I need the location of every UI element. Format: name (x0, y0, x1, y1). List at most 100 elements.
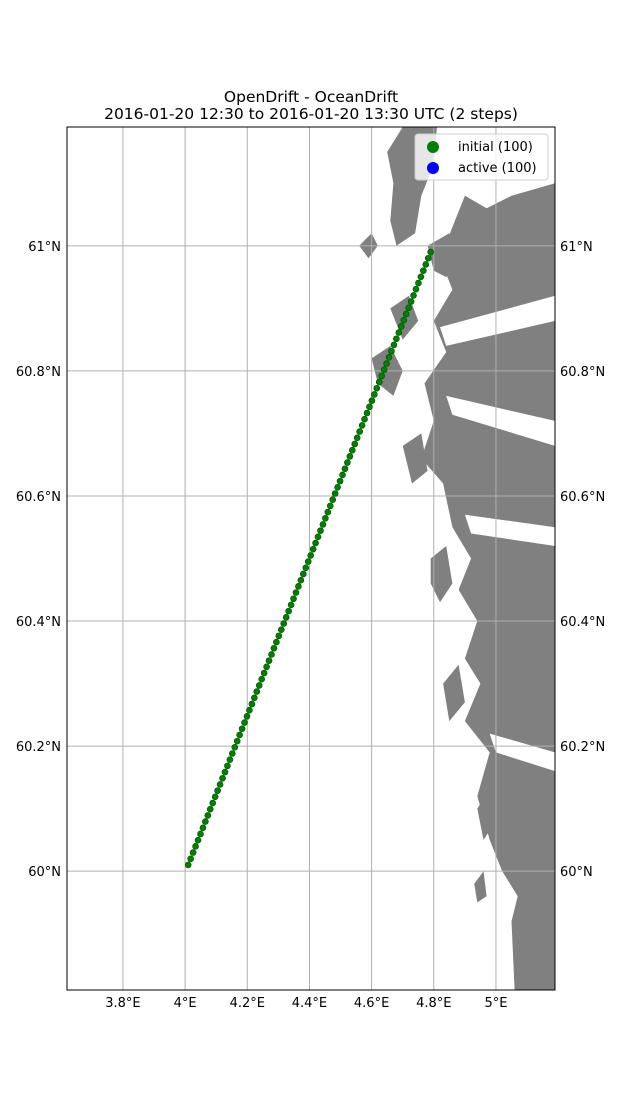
land-polygon (402, 433, 428, 484)
x-tick-label: 4.4°E (292, 996, 327, 1011)
particle-initial (241, 719, 248, 726)
particle-initial (280, 620, 288, 627)
particle-initial (192, 843, 199, 850)
particle-initial (206, 805, 214, 813)
particle-initial (407, 298, 415, 305)
particle-initial (243, 713, 251, 720)
particle-initial (290, 595, 297, 603)
particle-initial (307, 552, 314, 559)
particle-initial (226, 756, 234, 763)
coastline-land (359, 127, 555, 990)
particle-initial (251, 694, 258, 702)
particle-initial (292, 589, 300, 596)
y-tick-label-right: 60.6°N (560, 490, 605, 505)
particle-initial (400, 316, 408, 324)
particle-initial (417, 273, 425, 281)
land-polygon (443, 664, 465, 722)
particle-initial (383, 360, 390, 367)
x-tick-label: 4.6°E (354, 996, 389, 1011)
particle-initial (194, 836, 202, 844)
map-title-line1: OpenDrift - OceanDrift (224, 88, 398, 106)
particle-initial (393, 335, 400, 343)
legend-label-initial: initial (100) (458, 140, 533, 155)
particle-initial (371, 391, 378, 398)
particle-initial (300, 570, 307, 578)
x-tick-label: 5°E (484, 996, 507, 1011)
particle-initial (375, 378, 383, 386)
particle-initial (373, 384, 381, 392)
x-tick-label: 4.2°E (230, 996, 265, 1011)
y-tick-label-left: 60.2°N (16, 740, 61, 755)
x-tick-label: 4.8°E (416, 996, 451, 1011)
particle-initial (385, 354, 393, 361)
y-tick-label-right: 60°N (560, 865, 593, 880)
map-title-line2: 2016-01-20 12:30 to 2016-01-20 13:30 UTC… (104, 105, 518, 123)
y-tick-label-left: 60.4°N (16, 615, 61, 630)
particle-initial (366, 403, 373, 411)
particle-initial (424, 254, 432, 262)
particle-initial (204, 812, 212, 819)
particle-initial (275, 632, 283, 640)
land-polygon (430, 546, 453, 603)
particle-initial (348, 446, 356, 454)
particle-initial (268, 651, 275, 658)
particle-initial (236, 731, 243, 739)
land-polygon (474, 871, 487, 903)
particle-initial (270, 644, 278, 652)
y-tick-label-left: 60°N (28, 865, 61, 880)
particle-initial (233, 737, 241, 745)
legend-box (414, 133, 549, 181)
particle-initial (339, 471, 346, 479)
legend-label-active: active (100) (458, 161, 537, 176)
particle-initial (405, 304, 412, 312)
x-tick-label: 4°E (174, 996, 197, 1011)
fjord-channel (446, 395, 555, 446)
x-axis-ticks: 3.8°E 4°E 4.2°E 4.4°E 4.6°E 4.8°E 5°E (105, 996, 507, 1011)
particle-initial (422, 261, 430, 268)
particle-initial (341, 465, 349, 473)
legend: initial (100) active (100) (414, 133, 549, 181)
land-polygon (427, 233, 459, 278)
particle-initial (221, 768, 229, 776)
particle-initial (388, 347, 395, 355)
y-tick-label-right: 60.8°N (560, 365, 605, 380)
particle-initial (368, 397, 376, 404)
particle-initial (358, 422, 366, 429)
particle-initial (390, 341, 398, 349)
particle-initial (361, 415, 368, 423)
particle-initial (317, 527, 324, 534)
fjord-channel (440, 295, 555, 346)
particle-initial (273, 638, 280, 646)
particle-initial (258, 675, 265, 683)
particle-initial (397, 323, 405, 330)
particle-initial (314, 533, 322, 541)
particle-initial (322, 514, 329, 522)
particle-initial (346, 453, 354, 460)
particle-initial (395, 329, 403, 336)
particle-initial (420, 267, 427, 274)
y-tick-label-right: 61°N (560, 240, 593, 255)
particle-initial (187, 855, 194, 863)
particle-initial (199, 824, 207, 832)
y-tick-label-left: 60.8°N (16, 365, 61, 380)
particle-initial (255, 682, 263, 689)
y-tick-label-right: 60.2°N (560, 740, 605, 755)
land-polygon (477, 789, 496, 840)
fjord-channel (489, 733, 555, 772)
fjord-channel (464, 514, 555, 546)
particle-initial (202, 818, 209, 825)
particle-initial (363, 409, 371, 417)
particle-initial (231, 744, 239, 751)
particle-initial (356, 428, 363, 435)
particle-initial (427, 248, 434, 256)
particle-initial (334, 484, 341, 491)
particle-initial (282, 614, 290, 621)
particle-initial (415, 279, 422, 287)
particle-initial (219, 774, 226, 782)
particle-initial (265, 657, 273, 664)
particle-initial (197, 830, 204, 838)
particle-initial (312, 539, 319, 547)
particle-initial (246, 706, 253, 714)
